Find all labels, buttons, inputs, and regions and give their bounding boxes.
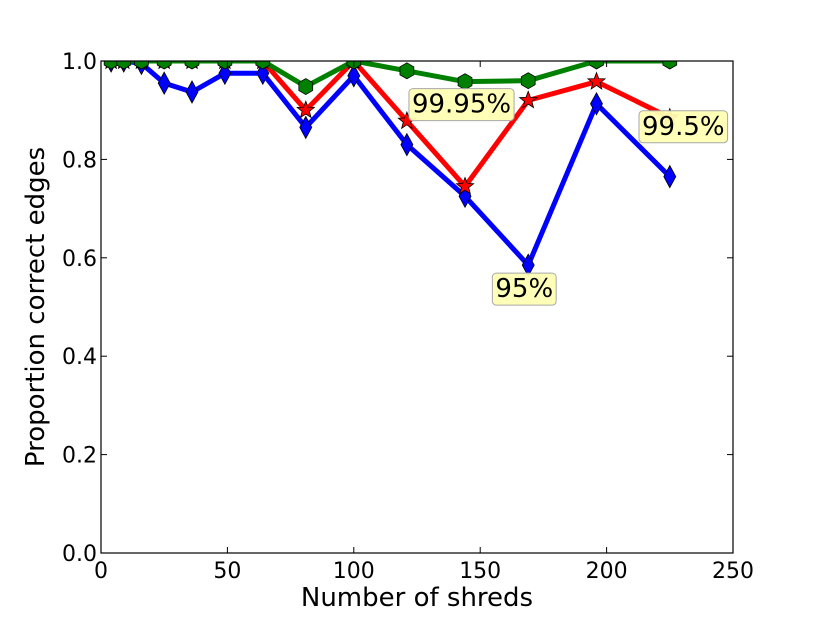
data-point-hexagon	[255, 61, 271, 70]
series-group	[103, 61, 680, 278]
y-tick-label: 0.4	[62, 345, 97, 370]
plot-frame	[100, 60, 734, 554]
data-point-hexagon	[662, 61, 678, 70]
data-point-diamond	[590, 91, 603, 116]
data-point-star	[296, 100, 316, 119]
data-point-hexagon	[399, 62, 415, 80]
data-point-hexagon	[103, 61, 119, 70]
data-point-diamond	[347, 63, 361, 88]
y-axis-title: Proportion correct edges	[21, 147, 51, 467]
data-point-diamond	[663, 164, 677, 189]
data-point-hexagon	[116, 61, 132, 70]
y-tick-label: 0.8	[62, 148, 97, 173]
data-point-hexagon	[184, 61, 200, 70]
x-tick-label: 250	[712, 559, 754, 584]
data-point-diamond	[157, 71, 171, 95]
data-point-hexagon	[457, 73, 473, 91]
annotation-label: 99.95%	[412, 90, 511, 120]
data-point-diamond	[400, 132, 414, 157]
annotation-box	[491, 272, 557, 306]
annotations: 99.95% 99.5% 95%	[408, 88, 729, 306]
data-point-hexagon	[298, 78, 314, 96]
data-point-hexagon	[520, 72, 536, 90]
data-point-hexagon	[134, 61, 149, 70]
data-point-hexagon	[589, 61, 604, 70]
annotation-label: 95%	[495, 274, 553, 304]
y-tick-label: 0.6	[62, 247, 97, 272]
axis-ticks: 0 50 100 150 200 250 0.0 0.2 0.4 0.6 0.8 1.0	[62, 50, 754, 584]
series-hexagon	[103, 61, 678, 96]
x-tick-label: 50	[213, 559, 241, 584]
data-point-star	[518, 90, 538, 109]
data-point-hexagon	[156, 61, 172, 70]
data-point-star	[455, 176, 475, 195]
y-tick-label: 0.0	[62, 542, 97, 567]
y-tick-label: 1.0	[62, 50, 97, 75]
plot-area	[103, 61, 680, 278]
x-tick-label: 200	[586, 559, 628, 584]
data-point-diamond	[299, 115, 313, 140]
series-line-hexagon	[111, 61, 670, 90]
annotation-0: 99.95%	[408, 88, 515, 122]
data-point-hexagon	[217, 61, 233, 70]
x-tick-label: 150	[459, 559, 501, 584]
x-tick-label: 0	[94, 559, 108, 584]
y-tick-label: 0.2	[62, 444, 97, 469]
data-point-diamond	[185, 80, 199, 104]
annotation-box	[408, 88, 515, 122]
annotation-label: 99.5%	[642, 112, 725, 142]
annotation-1: 99.5%	[638, 110, 729, 144]
data-point-diamond	[218, 61, 232, 86]
x-tick-label: 100	[333, 559, 375, 584]
x-axis-title: Number of shreds	[301, 583, 533, 613]
series-line-star	[111, 61, 671, 189]
annotation-2: 95%	[491, 272, 557, 306]
data-point-star	[586, 71, 607, 90]
annotation-box	[638, 110, 729, 144]
